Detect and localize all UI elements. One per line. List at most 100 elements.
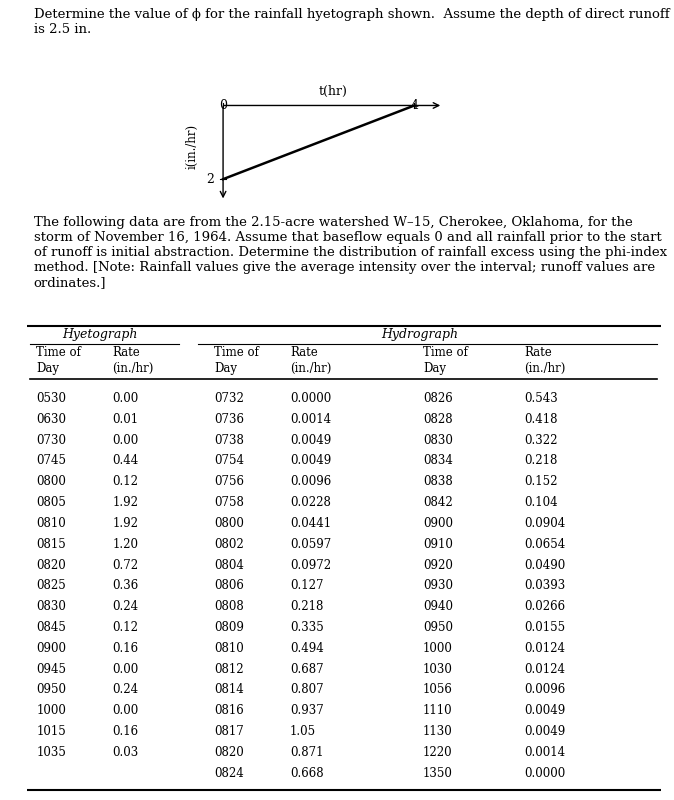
Text: 0808: 0808 — [214, 600, 243, 613]
Text: 0830: 0830 — [36, 600, 66, 613]
Text: 0754: 0754 — [214, 454, 244, 467]
Text: 0732: 0732 — [214, 392, 244, 405]
Text: 0815: 0815 — [36, 538, 66, 550]
Text: 1.20: 1.20 — [113, 538, 138, 550]
Text: 0.0096: 0.0096 — [524, 683, 565, 697]
Text: 0.335: 0.335 — [290, 621, 324, 634]
Text: 0.0393: 0.0393 — [524, 579, 565, 592]
Text: 0.72: 0.72 — [113, 558, 139, 571]
Text: 1030: 1030 — [423, 662, 453, 676]
Text: 0.0124: 0.0124 — [524, 662, 565, 676]
Text: 0.543: 0.543 — [524, 392, 558, 405]
Text: 0.00: 0.00 — [113, 662, 139, 676]
Text: 0.0049: 0.0049 — [524, 725, 565, 738]
Text: 0.03: 0.03 — [113, 746, 139, 759]
Text: 0810: 0810 — [36, 517, 66, 530]
Text: Determine the value of ϕ for the rainfall hyetograph shown.  Assume the depth of: Determine the value of ϕ for the rainfal… — [34, 8, 669, 36]
Text: 0800: 0800 — [214, 517, 244, 530]
Text: 0.668: 0.668 — [290, 766, 324, 780]
Text: 1000: 1000 — [423, 642, 453, 654]
Text: Rate
(in./hr): Rate (in./hr) — [290, 346, 331, 375]
Text: 0.218: 0.218 — [290, 600, 324, 613]
Text: 0.12: 0.12 — [113, 621, 138, 634]
Text: 0.494: 0.494 — [290, 642, 324, 654]
Text: 0802: 0802 — [214, 538, 243, 550]
Text: 0842: 0842 — [423, 496, 453, 509]
Text: 1220: 1220 — [423, 746, 452, 759]
Text: 0.152: 0.152 — [524, 475, 558, 488]
Text: 0814: 0814 — [214, 683, 243, 697]
Text: 0940: 0940 — [423, 600, 453, 613]
Text: 0736: 0736 — [214, 413, 244, 426]
Text: 0.0155: 0.0155 — [524, 621, 565, 634]
Text: 0838: 0838 — [423, 475, 453, 488]
Text: 0834: 0834 — [423, 454, 453, 467]
Text: 0.00: 0.00 — [113, 434, 139, 446]
Text: 0825: 0825 — [36, 579, 66, 592]
Text: 0900: 0900 — [423, 517, 453, 530]
Text: 0.00: 0.00 — [113, 392, 139, 405]
Text: 0: 0 — [219, 99, 227, 112]
Text: 0530: 0530 — [36, 392, 67, 405]
Text: 0.0266: 0.0266 — [524, 600, 565, 613]
Text: 1350: 1350 — [423, 766, 453, 780]
Text: 0.0972: 0.0972 — [290, 558, 331, 571]
Text: 0.0597: 0.0597 — [290, 538, 331, 550]
Text: 1000: 1000 — [36, 704, 66, 718]
Text: 4: 4 — [410, 99, 419, 112]
Text: 1035: 1035 — [36, 746, 66, 759]
Text: 0950: 0950 — [36, 683, 67, 697]
Text: 0.01: 0.01 — [113, 413, 139, 426]
Text: 0910: 0910 — [423, 538, 453, 550]
Text: 1130: 1130 — [423, 725, 453, 738]
Text: 2: 2 — [207, 173, 214, 186]
Text: 0817: 0817 — [214, 725, 243, 738]
Text: 0812: 0812 — [214, 662, 243, 676]
Text: 0816: 0816 — [214, 704, 243, 718]
Text: 0.0441: 0.0441 — [290, 517, 331, 530]
Text: 0.0000: 0.0000 — [290, 392, 331, 405]
Text: 0805: 0805 — [36, 496, 66, 509]
Text: 0630: 0630 — [36, 413, 67, 426]
Text: Rate
(in./hr): Rate (in./hr) — [524, 346, 565, 375]
Text: 0.127: 0.127 — [290, 579, 324, 592]
Text: 0826: 0826 — [423, 392, 453, 405]
Text: 0810: 0810 — [214, 642, 243, 654]
Text: 0820: 0820 — [214, 746, 243, 759]
Text: 0730: 0730 — [36, 434, 67, 446]
Text: 0820: 0820 — [36, 558, 66, 571]
Text: 0920: 0920 — [423, 558, 453, 571]
Text: 1110: 1110 — [423, 704, 452, 718]
Text: i(in./hr): i(in./hr) — [185, 123, 198, 169]
Text: 0806: 0806 — [214, 579, 244, 592]
Text: 0.218: 0.218 — [524, 454, 557, 467]
Text: Time of
Day: Time of Day — [214, 346, 259, 375]
Text: 0900: 0900 — [36, 642, 67, 654]
Text: Hydrograph: Hydrograph — [381, 328, 458, 342]
Text: Time of
Day: Time of Day — [36, 346, 82, 375]
Text: 0.687: 0.687 — [290, 662, 324, 676]
Text: Time of
Day: Time of Day — [423, 346, 468, 375]
Text: 0845: 0845 — [36, 621, 66, 634]
Text: 0738: 0738 — [214, 434, 244, 446]
Text: 1.92: 1.92 — [113, 517, 138, 530]
Text: Hyetograph: Hyetograph — [62, 328, 137, 342]
Text: 0830: 0830 — [423, 434, 453, 446]
Text: 1015: 1015 — [36, 725, 66, 738]
Text: 0.0049: 0.0049 — [290, 454, 331, 467]
Text: 0.24: 0.24 — [113, 600, 139, 613]
Text: 0.322: 0.322 — [524, 434, 558, 446]
Text: 0.0000: 0.0000 — [524, 766, 565, 780]
Text: 0.44: 0.44 — [113, 454, 139, 467]
Text: 0.16: 0.16 — [113, 642, 139, 654]
Text: 0800: 0800 — [36, 475, 66, 488]
Text: 0950: 0950 — [423, 621, 453, 634]
Text: 0804: 0804 — [214, 558, 244, 571]
Text: 0.104: 0.104 — [524, 496, 558, 509]
Text: 0758: 0758 — [214, 496, 244, 509]
Text: 0930: 0930 — [423, 579, 453, 592]
Text: 0824: 0824 — [214, 766, 243, 780]
Text: 0.937: 0.937 — [290, 704, 324, 718]
Text: 0.0490: 0.0490 — [524, 558, 565, 571]
Text: 1.05: 1.05 — [290, 725, 316, 738]
